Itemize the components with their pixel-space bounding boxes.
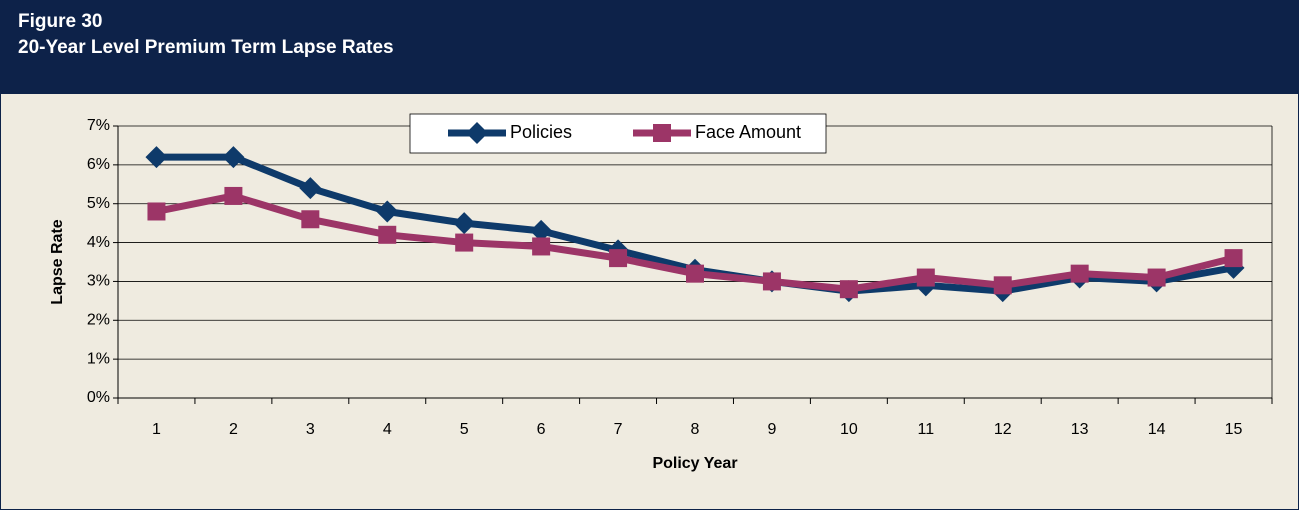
y-axis-label: Lapse Rate <box>49 219 66 304</box>
data-point <box>1224 249 1243 268</box>
data-point <box>299 177 322 200</box>
figure-title: 20-Year Level Premium Term Lapse Rates <box>18 37 394 58</box>
legend-label: Policies <box>510 122 572 142</box>
x-tick-label: 3 <box>306 421 315 438</box>
data-point <box>532 237 551 256</box>
y-tick-label: 0% <box>87 389 110 406</box>
x-tick-label: 10 <box>840 421 858 438</box>
y-tick-label: 2% <box>87 312 110 329</box>
x-tick-label: 4 <box>383 421 392 438</box>
legend-label: Face Amount <box>695 122 801 142</box>
data-point <box>530 219 553 242</box>
data-point <box>145 146 168 169</box>
y-tick-label: 7% <box>87 117 110 134</box>
x-tick-label: 15 <box>1225 421 1243 438</box>
y-tick-label: 4% <box>87 234 110 251</box>
legend-marker <box>653 124 671 142</box>
x-tick-label: 1 <box>152 421 161 438</box>
y-tick-label: 3% <box>87 273 110 290</box>
header <box>0 0 1299 94</box>
figure-number: Figure 30 <box>18 11 102 32</box>
x-axis-label: Policy Year <box>652 455 737 472</box>
data-point <box>993 276 1012 295</box>
legend-marker <box>466 122 488 144</box>
x-tick-label: 8 <box>691 421 700 438</box>
data-point <box>916 268 935 287</box>
data-point <box>224 186 243 205</box>
data-point <box>147 202 166 221</box>
data-point <box>1147 268 1166 287</box>
data-point <box>378 225 397 244</box>
data-point <box>1070 264 1089 283</box>
data-point <box>301 210 320 229</box>
x-tick-label: 5 <box>460 421 469 438</box>
data-point <box>609 249 628 268</box>
x-tick-label: 9 <box>767 421 776 438</box>
x-tick-label: 11 <box>917 421 934 438</box>
data-point <box>376 200 399 223</box>
x-tick-label: 2 <box>229 421 238 438</box>
data-point <box>453 212 476 235</box>
x-tick-label: 14 <box>1148 421 1166 438</box>
data-point <box>839 280 858 299</box>
x-tick-label: 12 <box>994 421 1012 438</box>
x-tick-label: 13 <box>1071 421 1089 438</box>
y-tick-label: 5% <box>87 195 110 212</box>
data-point <box>222 146 245 169</box>
data-point <box>686 264 704 283</box>
data-point <box>455 233 474 252</box>
x-tick-label: 6 <box>537 421 546 438</box>
y-tick-label: 1% <box>87 350 110 367</box>
x-tick-label: 7 <box>614 421 623 438</box>
data-point <box>762 272 781 291</box>
y-tick-label: 6% <box>87 156 110 173</box>
